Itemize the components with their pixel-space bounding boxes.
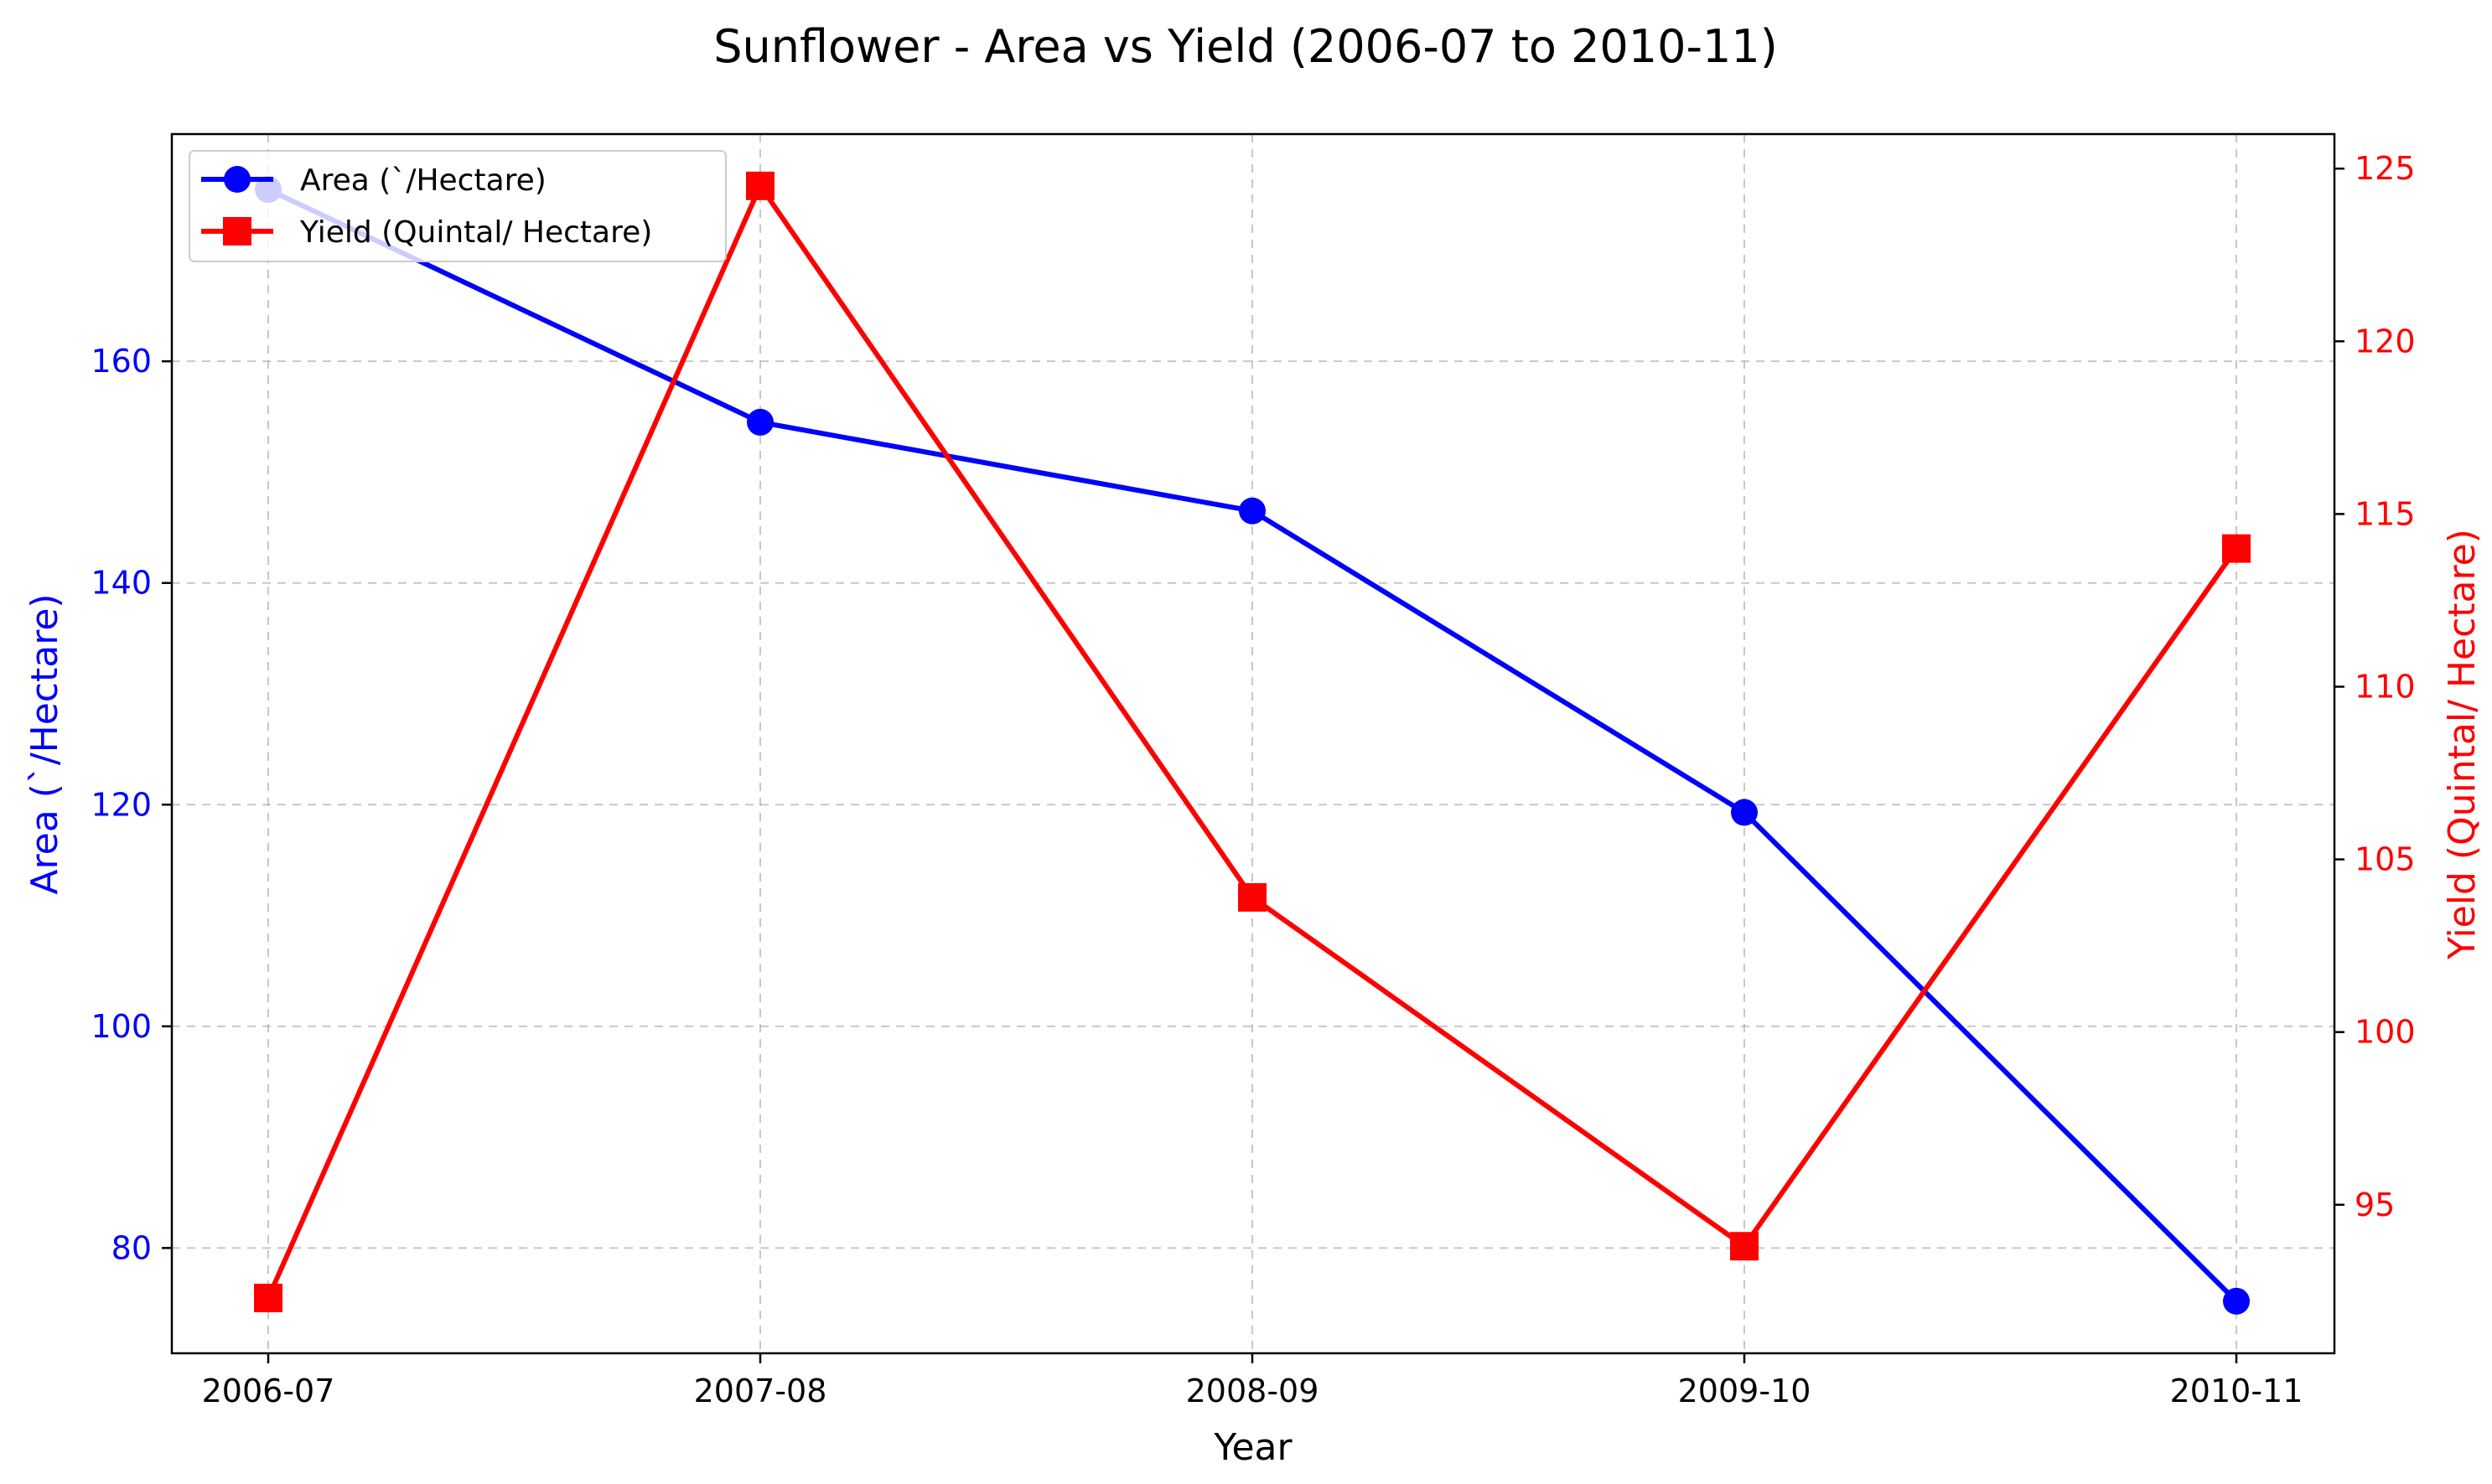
left-tick-label: 120 bbox=[91, 786, 152, 823]
area-data-point bbox=[1239, 497, 1266, 525]
area-data-point bbox=[2223, 1287, 2250, 1315]
grid-lines bbox=[172, 134, 2334, 1353]
legend-box bbox=[189, 150, 727, 262]
left-tick-label: 140 bbox=[91, 565, 152, 602]
series-layer bbox=[254, 171, 2251, 1315]
yield-data-point bbox=[1730, 1232, 1759, 1261]
x-tick-label: 2009-10 bbox=[1678, 1373, 1811, 1409]
chart-title: Sunflower - Area vs Yield (2006-07 to 20… bbox=[713, 20, 1778, 73]
legend-label-yield: Yield (Quintal/ Hectare) bbox=[299, 215, 652, 250]
right-tick-label: 125 bbox=[2355, 150, 2416, 187]
left-tick-label: 100 bbox=[91, 1008, 152, 1045]
legend: Area (`/Hectare) Yield (Quintal/ Hectare) bbox=[189, 150, 727, 262]
left-y-axis: 80 100 120 140 160 bbox=[91, 343, 172, 1266]
left-y-axis-title: Area (`/Hectare) bbox=[23, 593, 66, 894]
right-y-axis: 95 100 105 110 115 120 125 bbox=[2334, 150, 2416, 1223]
yield-data-point bbox=[2222, 534, 2251, 563]
x-tick-label: 2008-09 bbox=[1186, 1373, 1319, 1409]
right-tick-label: 100 bbox=[2355, 1014, 2416, 1051]
area-data-point bbox=[1731, 799, 1758, 826]
yield-data-point bbox=[1238, 882, 1267, 912]
yield-data-point bbox=[746, 171, 775, 200]
right-y-axis-title: Yield (Quintal/ Hectare) bbox=[2441, 529, 2484, 960]
left-tick-label: 80 bbox=[111, 1229, 152, 1266]
yield-data-point bbox=[254, 1284, 282, 1313]
left-tick-label: 160 bbox=[91, 343, 152, 380]
right-tick-label: 105 bbox=[2355, 841, 2416, 878]
legend-marker-area bbox=[224, 166, 251, 193]
legend-label-area: Area (`/Hectare) bbox=[300, 163, 547, 198]
right-tick-label: 115 bbox=[2355, 495, 2416, 532]
x-axis-title: Year bbox=[1213, 1426, 1293, 1469]
area-data-point bbox=[747, 408, 774, 436]
x-tick-label: 2006-07 bbox=[202, 1373, 335, 1409]
x-tick-label: 2010-11 bbox=[2170, 1373, 2303, 1409]
right-tick-label: 120 bbox=[2355, 323, 2416, 359]
x-axis: 2006-07 2007-08 2008-09 2009-10 2010-11 bbox=[202, 1353, 2303, 1409]
right-tick-label: 110 bbox=[2355, 668, 2416, 705]
x-tick-label: 2007-08 bbox=[694, 1373, 827, 1409]
legend-marker-yield bbox=[223, 217, 251, 246]
right-tick-label: 95 bbox=[2355, 1187, 2395, 1223]
